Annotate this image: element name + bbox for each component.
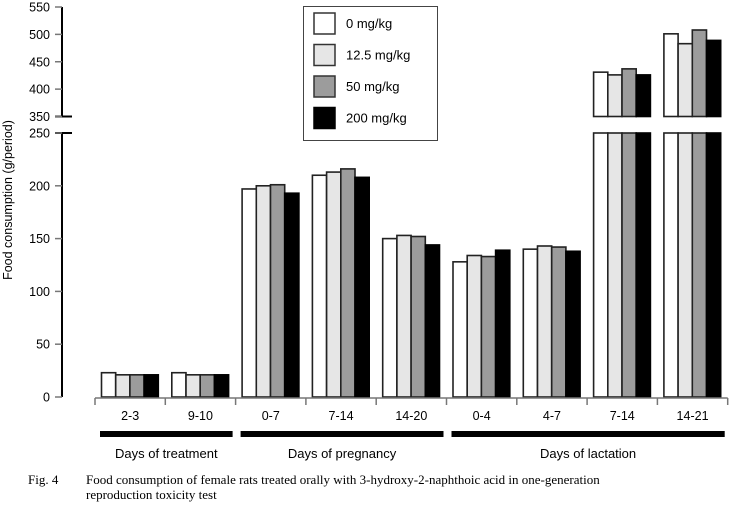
bar (677, 42, 694, 118)
bar (396, 234, 412, 398)
x-tick-label: 2-3 (121, 409, 139, 423)
x-tick-label: 7-14 (329, 409, 354, 423)
caption-line-1: Food consumption of female rats treated … (86, 472, 600, 487)
caption-line-2: reproduction toxicity test (86, 487, 217, 502)
bar (339, 168, 356, 398)
bar (592, 132, 609, 398)
bar (550, 246, 567, 398)
legend-swatch (313, 75, 336, 98)
y-tick-label: 150 (29, 232, 50, 246)
bars (100, 29, 722, 398)
legend-swatch (313, 43, 336, 67)
bar (565, 250, 581, 398)
bar (424, 244, 441, 398)
bar (592, 71, 609, 118)
bar (255, 185, 272, 398)
group-label: Days of lactation (540, 446, 636, 461)
y-tick-label: 550 (29, 1, 50, 15)
legend-swatch (313, 106, 336, 130)
bar (480, 255, 497, 398)
y-tick-label: 450 (29, 55, 50, 69)
bar (466, 254, 483, 398)
axes: 0 50 100 150 200 250 350 400 450 500 550 (29, 1, 72, 405)
bar (143, 374, 160, 398)
bar (452, 261, 468, 398)
group-bracket (100, 431, 233, 437)
figure-label: Fig. 4 (28, 472, 59, 487)
group-bracket (240, 431, 444, 437)
bar (185, 374, 201, 398)
legend-label: 50 mg/kg (346, 79, 399, 94)
bar (171, 371, 187, 398)
legend-label: 200 mg/kg (346, 111, 407, 126)
bar (100, 371, 117, 398)
bar (381, 237, 398, 398)
legend-label: 12.5 mg/kg (346, 48, 410, 63)
bar (536, 245, 553, 398)
y-axis-title: Food consumption (g/period) (1, 120, 15, 280)
group-bracket (451, 431, 725, 437)
bar-chart: 0 50 100 150 200 250 350 400 450 500 550 2-3 9-10 0-… (1, 1, 729, 461)
bar (494, 249, 511, 398)
bar (213, 374, 230, 398)
x-tick-label: 7-14 (610, 409, 635, 423)
legend-label: 0 mg/kg (346, 16, 392, 31)
bar (705, 39, 722, 118)
bar (621, 68, 637, 118)
group-label: Days of pregnancy (288, 446, 397, 461)
x-tick-label: 0-7 (262, 409, 280, 423)
bar (354, 176, 370, 398)
bar (663, 132, 679, 398)
bar (522, 248, 539, 398)
bar (705, 132, 722, 398)
bar (606, 132, 623, 398)
bar (691, 132, 708, 398)
bar (691, 29, 708, 118)
bar (241, 188, 258, 398)
x-tick-label: 9-10 (188, 409, 213, 423)
bar (677, 132, 694, 398)
legend: 0 mg/kg 12.5 mg/kg 50 mg/kg 200 mg/kg (303, 6, 438, 141)
y-tick-label: 400 (29, 83, 50, 97)
bar (325, 171, 342, 398)
category-groups: Days of treatment Days of pregnancy Days o… (100, 431, 725, 461)
bar (311, 174, 328, 398)
bar (283, 192, 300, 398)
y-tick-label: 100 (29, 285, 50, 299)
y-tick-label: 50 (36, 338, 50, 352)
legend-swatch (313, 12, 336, 35)
group-label: Days of treatment (115, 446, 218, 461)
bar (635, 132, 652, 398)
x-tick-label: 14-20 (395, 409, 427, 423)
bar (129, 374, 145, 398)
x-tick-label: 0-4 (473, 409, 491, 423)
bar (410, 235, 427, 398)
bar (635, 74, 652, 118)
y-tick-label: 0 (43, 391, 50, 405)
y-tick-label: 250 (29, 127, 50, 141)
x-tick-label: 4-7 (543, 409, 561, 423)
bar (114, 374, 131, 398)
bar (663, 33, 679, 118)
bar (606, 74, 623, 118)
bar (269, 183, 286, 398)
y-tick-label: 200 (29, 179, 50, 193)
y-tick-label: 500 (29, 28, 50, 42)
bar (621, 132, 637, 398)
figure-caption: Fig. 4 Food consumption of female rats tr… (28, 472, 718, 502)
x-axis: 2-3 9-10 0-7 7-14 14-20 0-4 4-7 7-14 14-21 (94, 397, 729, 423)
y-tick-label: 350 (29, 110, 50, 124)
bar (199, 374, 216, 398)
x-tick-label: 14-21 (677, 409, 709, 423)
